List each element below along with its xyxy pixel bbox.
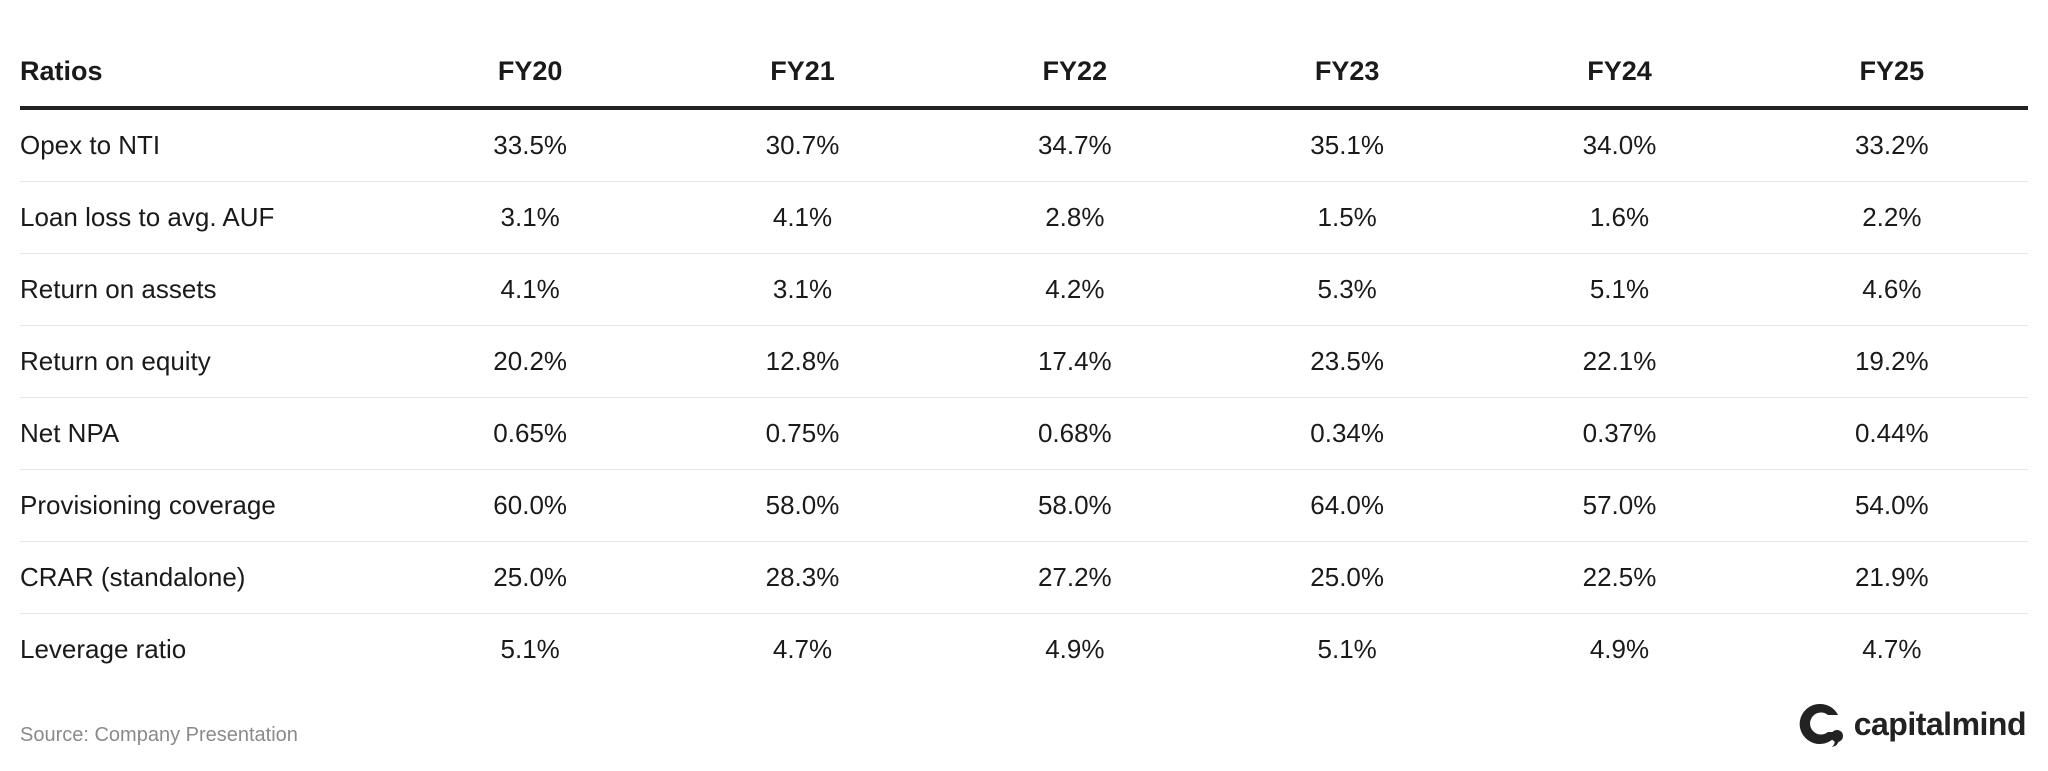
table-cell: 30.7% (666, 108, 939, 182)
row-label: Leverage ratio (20, 634, 187, 664)
table-row: Net NPA 0.65% 0.75% 0.68% 0.34% 0.37% 0.44% (20, 397, 2028, 470)
table-cell: 4.1% (394, 253, 667, 326)
table-cell: 35.1% (1210, 108, 1484, 182)
row-label: Provisioning coverage (20, 469, 394, 542)
row-label: Net NPA (20, 397, 394, 470)
table-row: Return on equity 20.2% 12.8% 17.4% 23.5% 22.1… (20, 325, 2028, 398)
table-row: CRAR (standalone) 25.0% 28.3% 27.2% 25.0% 22.… (20, 541, 2028, 614)
table-cell: 28.3% (666, 541, 939, 614)
table-cell: 5.1% (1317, 634, 1377, 664)
table-cell: 0.65% (394, 397, 667, 470)
table-cell: 4.7% (772, 634, 833, 664)
table-cell: 1.6% (1483, 181, 1756, 254)
table-cell: 4.6% (1755, 253, 2028, 326)
table-cell: 22.5% (1483, 541, 1756, 614)
table-cell: 54.0% (1755, 469, 2028, 542)
header-year: FY23 (1210, 36, 1484, 110)
header-year: FY22 (938, 36, 1211, 110)
table-cell: 5.1% (1483, 253, 1756, 326)
row-label: Return on assets (20, 253, 394, 326)
table-cell: 25.0% (1210, 541, 1484, 614)
table-cell: 19.2% (1755, 325, 2028, 398)
table-cell: 1.5% (1210, 181, 1484, 254)
table-cell: 21.9% (1755, 541, 2028, 614)
table-cell: 57.0% (1483, 469, 1756, 542)
table-cell: 5.3% (1210, 253, 1484, 326)
header-ratios: Ratios (20, 36, 394, 110)
table-cell: 2.2% (1755, 181, 2028, 254)
header-year: FY24 (1483, 36, 1756, 110)
table-row: Loan loss to avg. AUF 3.1% 4.1% 2.8% 1.5% 1.6… (20, 181, 2028, 254)
table-cell: 60.0% (394, 469, 667, 542)
capitalmind-logo-icon (1799, 703, 1843, 747)
table-cell: 22.1% (1483, 325, 1756, 398)
table-cell: 4.1% (666, 181, 939, 254)
header-year: FY25 (1755, 36, 2028, 110)
table-cell: 0.37% (1483, 397, 1756, 470)
table-cell: 27.2% (938, 541, 1211, 614)
row-label: CRAR (standalone) (20, 541, 394, 614)
ratios-table: Ratios FY20 FY21 FY22 FY23 FY24 FY25 Ope… (20, 36, 2028, 685)
table-cell: 17.4% (938, 325, 1211, 398)
row-label: Loan loss to avg. AUF (20, 181, 394, 254)
table-cell: 20.2% (394, 325, 667, 398)
header-year: FY20 (394, 36, 667, 110)
table-cell: 33.2% (1755, 108, 2028, 182)
table-cell: 4.7% (1862, 634, 1922, 664)
table-row: Provisioning coverage 60.0% 58.0% 58.0% 64.0… (20, 469, 2028, 542)
source-note: Source: Company Presentation (20, 724, 298, 746)
table-cell: 3.1% (394, 181, 667, 254)
header-year: FY21 (666, 36, 939, 110)
table-cell: 4.2% (938, 253, 1211, 326)
brand-name: capitalmind (1853, 705, 2027, 742)
table-cell: 3.1% (666, 253, 939, 326)
table-cell: 4.9% (1045, 634, 1105, 664)
table-cell: 25.0% (394, 541, 667, 614)
row-label: Return on equity (20, 325, 394, 398)
row-label: Opex to NTI (20, 108, 394, 182)
table-cell: 5.1% (500, 634, 560, 664)
table-cell: 4.9% (1589, 634, 1650, 664)
table-cell: 2.8% (938, 181, 1211, 254)
table-cell: 0.68% (938, 397, 1211, 470)
table-cell: 0.44% (1755, 397, 2028, 470)
table-cell: 23.5% (1210, 325, 1484, 398)
table-cell: 64.0% (1210, 469, 1484, 542)
table-cell: 34.0% (1483, 108, 1756, 182)
table-cell: 0.34% (1210, 397, 1484, 470)
table-row: Leverage ratio 5.1% 4.7% 4.9% 5.1% 4.9% 4.7% (20, 614, 2028, 686)
ratios-table-container: Ratios FY20 FY21 FY22 FY23 FY24 FY25 Ope… (20, 36, 2028, 685)
table-body: Opex to NTI 33.5% 30.7% 34.7% 35.1% 34.0% 33.2… (20, 108, 2028, 685)
table-cell: 58.0% (666, 469, 939, 542)
table-cell: 58.0% (938, 469, 1211, 542)
table-cell: 34.7% (938, 108, 1211, 182)
table-header-row: Ratios FY20 FY21 FY22 FY23 FY24 FY25 (20, 36, 2028, 110)
brand-logo: capitalmind (1794, 700, 2027, 748)
table-row: Return on assets 4.1% 3.1% 4.2% 5.3% 5.1% 4.6% (20, 253, 2028, 326)
table-cell: 33.5% (394, 108, 667, 182)
table-cell: 0.75% (666, 397, 939, 470)
table-row: Opex to NTI 33.5% 30.7% 34.7% 35.1% 34.0% 33.2… (20, 108, 2028, 182)
table-cell: 12.8% (666, 325, 939, 398)
